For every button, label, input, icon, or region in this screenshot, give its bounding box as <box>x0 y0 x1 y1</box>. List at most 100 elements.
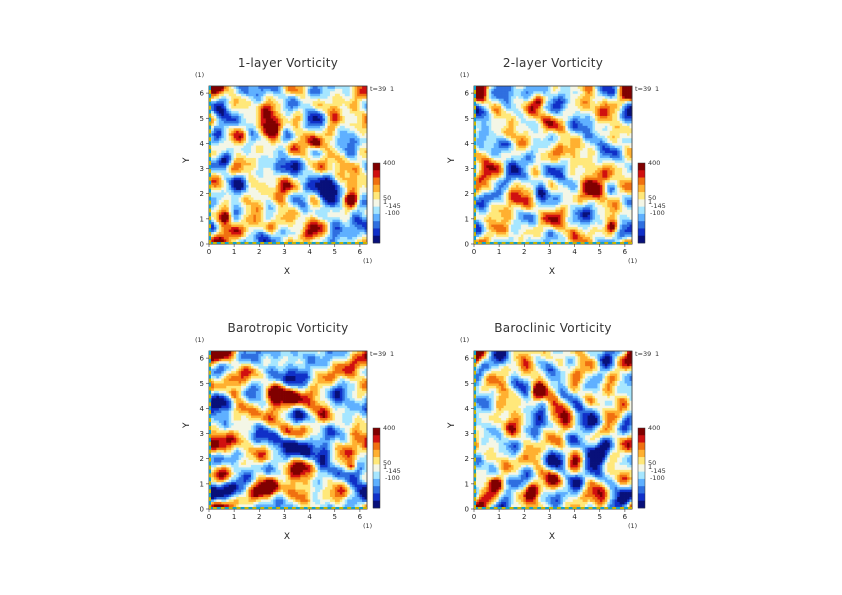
field-cell <box>496 98 500 102</box>
field-cell <box>258 204 262 208</box>
field-cell <box>246 86 249 89</box>
field-cell <box>344 209 348 213</box>
field-cell <box>273 98 277 102</box>
colorbar-segment <box>373 177 380 186</box>
field-cell <box>307 184 311 188</box>
field-cell <box>362 177 365 181</box>
field-cell <box>359 219 363 223</box>
field-cell <box>243 125 247 129</box>
field-cell <box>223 167 227 171</box>
field-cell <box>488 98 492 102</box>
field-cell <box>260 108 264 112</box>
field-cell <box>292 86 296 89</box>
field-cell <box>329 160 333 163</box>
field-cell <box>339 219 343 223</box>
field-cell <box>283 199 286 203</box>
field-cell <box>226 150 230 154</box>
field-cell <box>322 127 326 131</box>
field-cell <box>337 127 341 131</box>
field-cell <box>211 95 215 99</box>
field-cell <box>236 214 239 218</box>
field-cell <box>481 211 485 215</box>
field-cell <box>312 100 316 104</box>
field-cell <box>339 182 343 186</box>
field-cell <box>491 140 495 144</box>
field-cell <box>354 197 358 200</box>
field-cell <box>364 204 368 208</box>
field-cell <box>260 234 264 237</box>
field-cell <box>329 206 333 210</box>
field-cell <box>273 206 277 210</box>
field-cell <box>337 118 341 121</box>
edge-strip <box>335 242 340 244</box>
field-cell <box>307 95 311 99</box>
field-cell <box>493 140 497 144</box>
field-cell <box>488 155 492 158</box>
field-cell <box>292 115 296 119</box>
field-cell <box>285 125 289 129</box>
field-cell <box>236 88 239 92</box>
field-cell <box>221 155 225 158</box>
field-cell <box>320 224 323 228</box>
field-cell <box>344 115 348 119</box>
field-cell <box>268 88 272 92</box>
field-cell <box>332 127 336 131</box>
field-cell <box>302 216 306 220</box>
field-cell <box>280 147 284 151</box>
field-cell <box>481 204 485 208</box>
field-cell <box>322 226 326 230</box>
field-cell <box>231 120 235 124</box>
field-cell <box>258 165 262 168</box>
field-cell <box>307 110 311 114</box>
field-cell <box>263 160 267 163</box>
field-cell <box>322 147 326 151</box>
field-cell <box>481 192 485 195</box>
colorbar-frame <box>372 162 381 244</box>
field-cell <box>246 184 249 188</box>
field-cell <box>476 189 480 193</box>
field-cell <box>297 182 301 186</box>
field-cell <box>263 187 267 191</box>
field-cell <box>265 98 269 102</box>
field-cell <box>213 239 217 242</box>
field-cell <box>315 177 318 181</box>
field-cell <box>327 115 331 119</box>
field-cell <box>357 234 360 237</box>
field-cell <box>221 135 225 139</box>
field-cell <box>362 165 365 168</box>
field-cell <box>248 152 252 156</box>
field-cell <box>359 202 363 205</box>
field-cell <box>322 239 326 242</box>
field-cell <box>233 145 237 149</box>
field-cell <box>320 150 323 154</box>
field-cell <box>285 236 289 240</box>
field-cell <box>364 187 368 191</box>
field-cell <box>213 184 217 188</box>
field-cell <box>310 150 314 154</box>
field-cell <box>255 155 259 158</box>
field-cell <box>218 226 222 230</box>
field-cell <box>290 157 294 161</box>
field-cell <box>236 234 239 237</box>
field-cell <box>226 229 230 233</box>
field-cell <box>352 172 356 176</box>
field-cell <box>246 142 249 146</box>
field-cell <box>305 123 309 126</box>
field-cell <box>231 100 235 104</box>
field-cell <box>253 204 257 208</box>
field-cell <box>278 125 281 129</box>
field-cell <box>498 150 502 154</box>
field-cell <box>364 140 368 144</box>
field-cell <box>488 100 492 104</box>
field-cell <box>339 160 343 163</box>
field-cell <box>228 177 232 181</box>
field-cell <box>292 113 296 116</box>
field-cell <box>223 98 227 102</box>
field-cell <box>327 236 331 240</box>
field-cell <box>248 172 252 176</box>
field-cell <box>488 234 492 237</box>
field-cell <box>213 216 217 220</box>
field-cell <box>241 184 244 188</box>
field-cell <box>364 219 368 223</box>
field-cell <box>238 135 242 139</box>
